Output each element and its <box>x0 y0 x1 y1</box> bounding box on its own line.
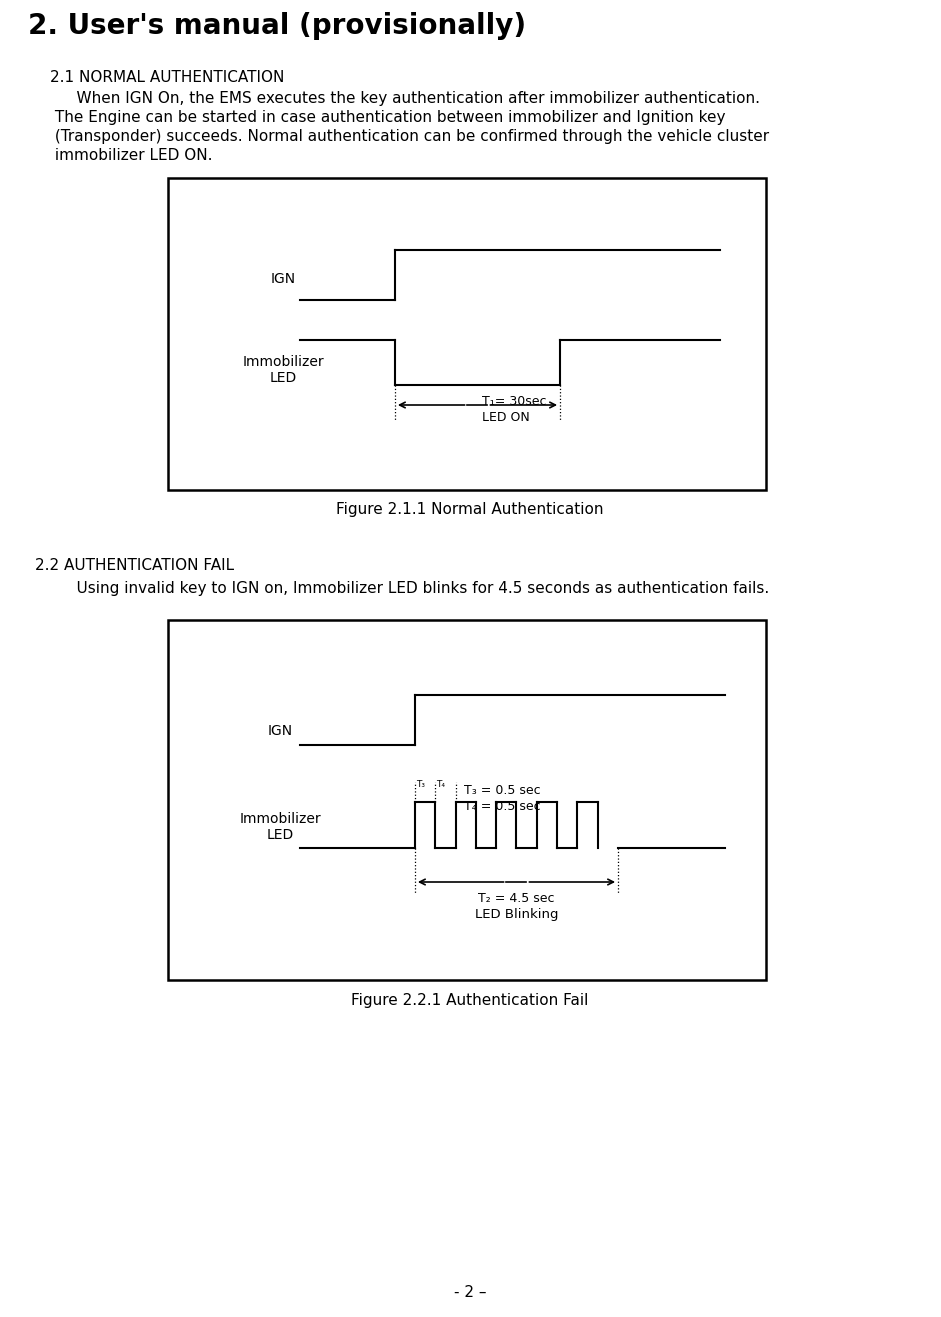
Text: The Engine can be started in case authentication between immobilizer and Ignitio: The Engine can be started in case authen… <box>50 111 726 125</box>
Text: 2.1 NORMAL AUTHENTICATION: 2.1 NORMAL AUTHENTICATION <box>50 70 284 86</box>
Text: LED ON: LED ON <box>483 411 530 424</box>
Text: T₃ = 0.5 sec: T₃ = 0.5 sec <box>464 784 540 797</box>
Text: T₂ = 4.5 sec: T₂ = 4.5 sec <box>478 892 555 905</box>
Text: LED: LED <box>266 828 294 842</box>
Text: - 2 –: - 2 – <box>454 1285 486 1300</box>
Text: Immobilizer: Immobilizer <box>242 356 324 369</box>
Text: IGN: IGN <box>270 273 295 286</box>
Text: 2.2 AUTHENTICATION FAIL: 2.2 AUTHENTICATION FAIL <box>35 558 234 573</box>
Text: IGN: IGN <box>267 724 293 738</box>
Text: LED: LED <box>269 371 296 385</box>
Bar <box>168 178 766 490</box>
Text: Figure 2.2.1 Authentication Fail: Figure 2.2.1 Authentication Fail <box>351 993 589 1008</box>
Text: Using invalid key to IGN on, Immobilizer LED blinks for 4.5 seconds as authentic: Using invalid key to IGN on, Immobilizer… <box>57 581 769 597</box>
Text: (Transponder) succeeds. Normal authentication can be confirmed through the vehic: (Transponder) succeeds. Normal authentic… <box>50 129 769 144</box>
Text: Figure 2.1.1 Normal Authentication: Figure 2.1.1 Normal Authentication <box>336 502 604 518</box>
Text: 2. User's manual (provisionally): 2. User's manual (provisionally) <box>28 12 526 40</box>
Text: Immobilizer: Immobilizer <box>239 813 321 826</box>
Text: T₄ = 0.5 sec: T₄ = 0.5 sec <box>464 799 540 813</box>
Text: immobilizer LED ON.: immobilizer LED ON. <box>50 148 213 163</box>
Text: When IGN On, the EMS executes the key authentication after immobilizer authentic: When IGN On, the EMS executes the key au… <box>57 91 760 105</box>
Bar <box>168 620 766 980</box>
Text: LED Blinking: LED Blinking <box>475 907 558 921</box>
Text: T₃: T₃ <box>416 780 425 789</box>
Text: T₄: T₄ <box>437 780 445 789</box>
Text: T₁= 30sec: T₁= 30sec <box>483 395 547 408</box>
